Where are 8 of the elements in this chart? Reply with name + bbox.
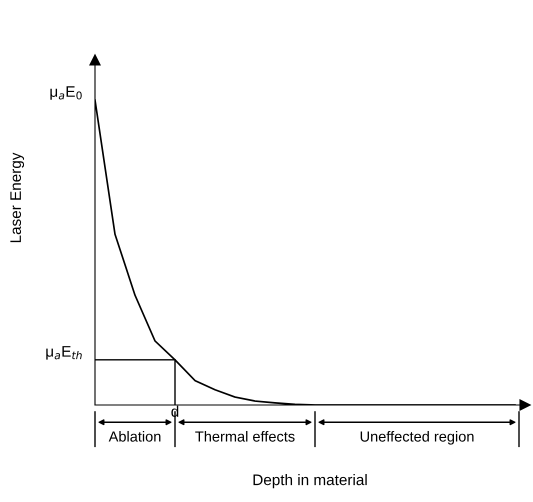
text: d [171, 406, 178, 417]
text: Thermal effects [195, 430, 295, 442]
text: Uneffected region [360, 430, 474, 445]
x-axis-title: Depth in material [254, 474, 367, 488]
ref-line-label: μ$_{a}$E$_{th}$ [46, 346, 82, 360]
text: μ$_{a}$E$_{0}$ [50, 86, 82, 100]
text: Ablation [108, 430, 160, 442]
y-axis-title: Laser Energy [10, 152, 24, 242]
